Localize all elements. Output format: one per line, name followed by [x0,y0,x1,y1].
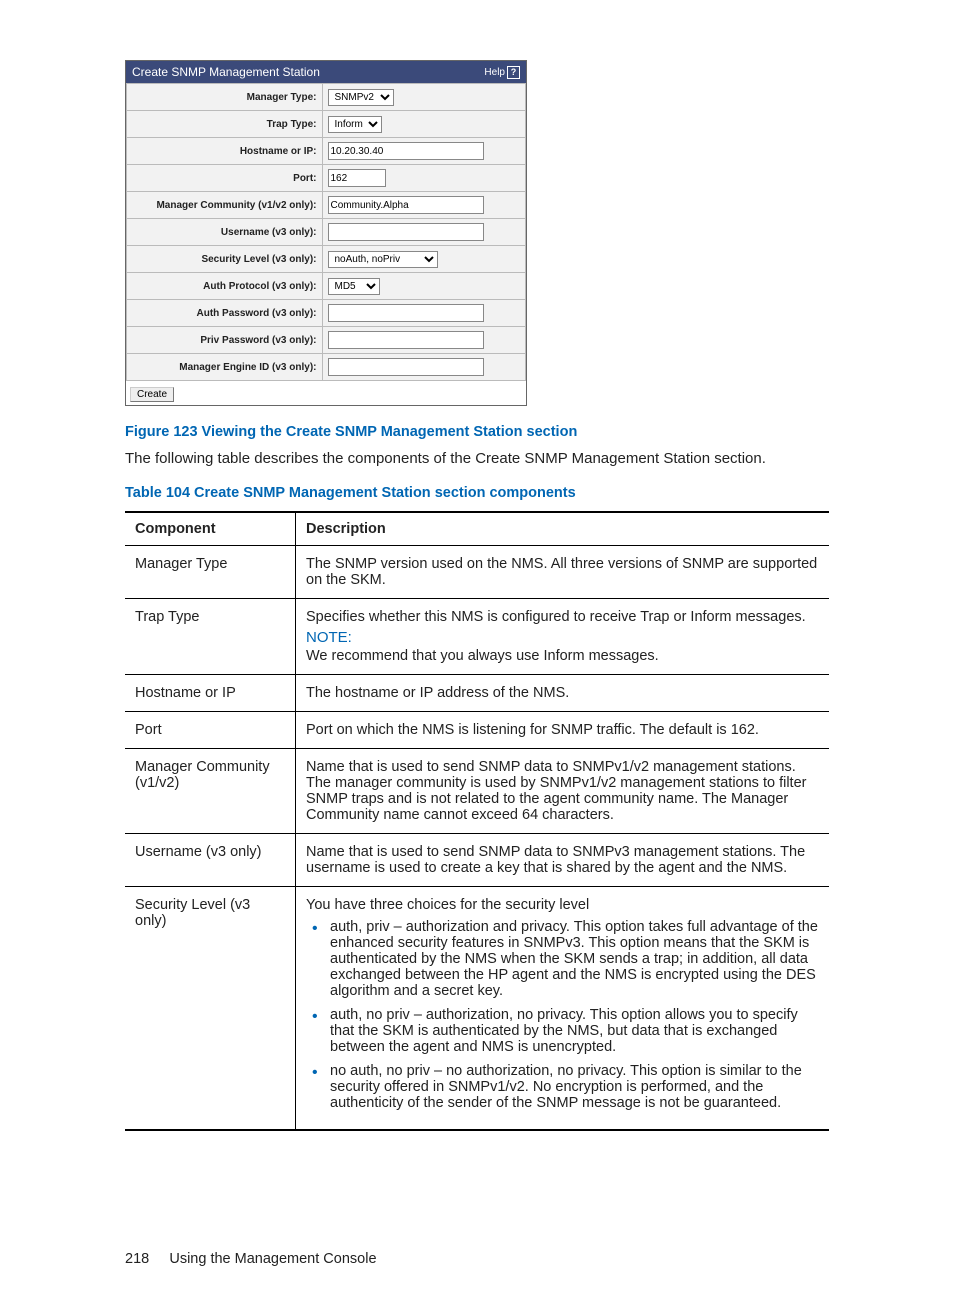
note-text: We recommend that you always use Inform … [306,648,819,664]
page-number: 218 [125,1251,149,1267]
label-manager-type: Manager Type: [127,84,323,111]
label-username: Username (v3 only): [127,219,323,246]
note-label: NOTE: [306,629,819,646]
form-titlebar: Create SNMP Management Station Help ? [126,61,526,83]
desc-hostname: The hostname or IP address of the NMS. [296,675,830,712]
comp-security: Security Level (v3 only) [125,887,296,1131]
comp-manager-type: Manager Type [125,546,296,599]
desc-port: Port on which the NMS is listening for S… [296,712,830,749]
components-table: Component Description Manager Type The S… [125,511,829,1131]
security-bullet-2: auth, no priv – authorization, no privac… [326,1007,819,1055]
security-list: auth, priv – authorization and privacy. … [306,919,819,1111]
label-priv-password: Priv Password (v3 only): [127,327,323,354]
label-trap-type: Trap Type: [127,111,323,138]
label-hostname: Hostname or IP: [127,138,323,165]
auth-protocol-select[interactable]: MD5 [328,278,380,295]
create-button[interactable]: Create [130,387,174,402]
create-row: Create [126,381,526,405]
comp-hostname: Hostname or IP [125,675,296,712]
priv-password-input[interactable] [328,331,484,349]
label-auth-password: Auth Password (v3 only): [127,300,323,327]
security-intro: You have three choices for the security … [306,897,819,913]
manager-type-select[interactable]: SNMPv2 [328,89,394,106]
help-link[interactable]: Help ? [484,66,520,79]
table-caption: Table 104 Create SNMP Management Station… [125,485,829,501]
footer-title: Using the Management Console [169,1251,376,1267]
label-port: Port: [127,165,323,192]
security-bullet-3: no auth, no priv – no authorization, no … [326,1063,819,1111]
figure-caption: Figure 123 Viewing the Create SNMP Manag… [125,424,829,440]
intro-text: The following table describes the compon… [125,450,829,467]
community-input[interactable] [328,196,484,214]
header-description: Description [296,512,830,546]
label-community: Manager Community (v1/v2 only): [127,192,323,219]
desc-community: Name that is used to send SNMP data to S… [296,749,830,834]
form-fields-table: Manager Type: SNMPv2 Trap Type: Inform H… [126,83,526,381]
comp-username: Username (v3 only) [125,834,296,887]
auth-password-input[interactable] [328,304,484,322]
label-auth-protocol: Auth Protocol (v3 only): [127,273,323,300]
label-security-level: Security Level (v3 only): [127,246,323,273]
desc-trap-type: Specifies whether this NMS is configured… [296,599,830,675]
snmp-form-panel: Create SNMP Management Station Help ? Ma… [125,60,527,406]
security-level-select[interactable]: noAuth, noPriv [328,251,438,268]
comp-port: Port [125,712,296,749]
desc-trap-type-line1: Specifies whether this NMS is configured… [306,609,819,625]
desc-username: Name that is used to send SNMP data to S… [296,834,830,887]
comp-community: Manager Community (v1/v2) [125,749,296,834]
username-input[interactable] [328,223,484,241]
page-footer: 218 Using the Management Console [125,1251,829,1267]
document-page: Create SNMP Management Station Help ? Ma… [0,0,954,1307]
port-input[interactable] [328,169,386,187]
hostname-input[interactable] [328,142,484,160]
label-engine-id: Manager Engine ID (v3 only): [127,354,323,381]
trap-type-select[interactable]: Inform [328,116,382,133]
header-component: Component [125,512,296,546]
desc-manager-type: The SNMP version used on the NMS. All th… [296,546,830,599]
desc-security: You have three choices for the security … [296,887,830,1131]
security-bullet-1: auth, priv – authorization and privacy. … [326,919,819,999]
comp-trap-type: Trap Type [125,599,296,675]
engine-id-input[interactable] [328,358,484,376]
help-icon: ? [507,66,520,79]
form-title: Create SNMP Management Station [132,65,320,79]
help-label: Help [484,67,505,78]
